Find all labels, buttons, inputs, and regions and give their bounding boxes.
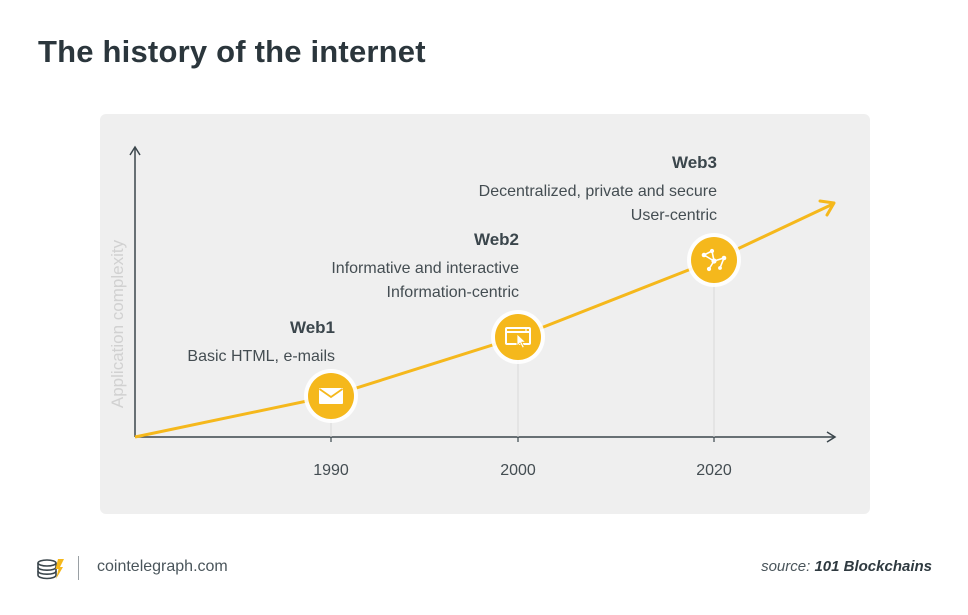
era-name: Web1: [289, 318, 335, 337]
diagram-panel: Application complexity Web1 Basic HTML, …: [100, 114, 870, 514]
x-tick-label-1990: 1990: [313, 462, 349, 479]
source-name: 101 Blockchains: [814, 558, 932, 575]
era-name: Web2: [473, 230, 519, 249]
era-description: Information-centric: [386, 284, 520, 301]
era-web3: Web3 Decentralized, private and secure U…: [479, 153, 717, 228]
envelope-icon: [318, 388, 344, 404]
milestone-web2: [495, 314, 541, 360]
milestone-web1: [308, 373, 354, 419]
footer-source: source: 101 Blockchains: [761, 558, 932, 575]
browser-click-icon: [505, 327, 531, 349]
growth-arrowhead: [818, 199, 836, 217]
era-description: Informative and interactive: [331, 260, 519, 277]
page-title: The history of the internet: [38, 34, 426, 69]
network-nodes-icon: [701, 248, 727, 272]
y-axis-arrow: [129, 145, 141, 156]
x-tick-label-2000: 2000: [500, 462, 536, 479]
era-name: Web3: [671, 153, 717, 172]
cointelegraph-logo-icon: [37, 559, 64, 580]
era-web1: Web1 Basic HTML, e-mails: [187, 318, 335, 369]
footer-separator: [78, 556, 79, 580]
x-axis-arrow: [826, 431, 837, 443]
era-description: Basic HTML, e-mails: [187, 348, 335, 365]
era-description: Decentralized, private and secure: [478, 183, 717, 200]
era-description: User-centric: [630, 207, 717, 224]
source-prefix: source:: [761, 558, 811, 575]
milestone-web3: [691, 237, 737, 283]
footer-site-link[interactable]: cointelegraph.com: [97, 558, 228, 575]
era-web2: Web2 Informative and interactive Informa…: [331, 230, 519, 305]
x-tick-label-2020: 2020: [696, 462, 732, 479]
